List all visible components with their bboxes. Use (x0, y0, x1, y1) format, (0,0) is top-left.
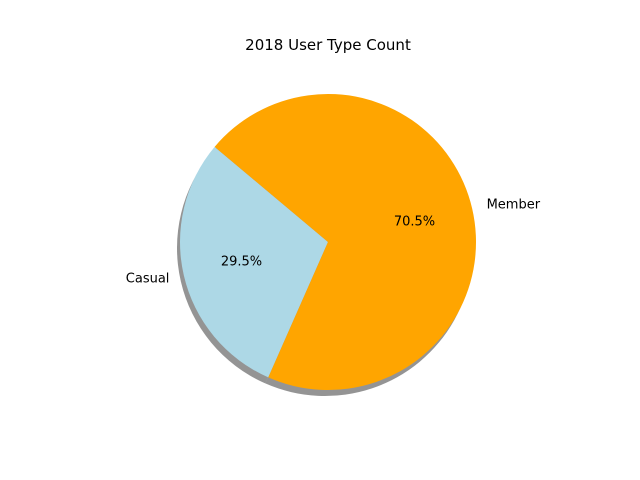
slice-percent-member: 70.5% (394, 214, 435, 229)
pie-slices (180, 94, 476, 390)
slice-percent-casual: 29.5% (221, 255, 262, 270)
pie-labels: Casual 29.5% Member 70.5% (126, 198, 541, 287)
slice-label-member: Member (487, 198, 541, 213)
slice-label-casual: Casual (126, 271, 170, 286)
chart-title: 2018 User Type Count (245, 36, 411, 54)
pie-slice-casual (180, 146, 328, 378)
pie-slice-member (214, 94, 476, 390)
